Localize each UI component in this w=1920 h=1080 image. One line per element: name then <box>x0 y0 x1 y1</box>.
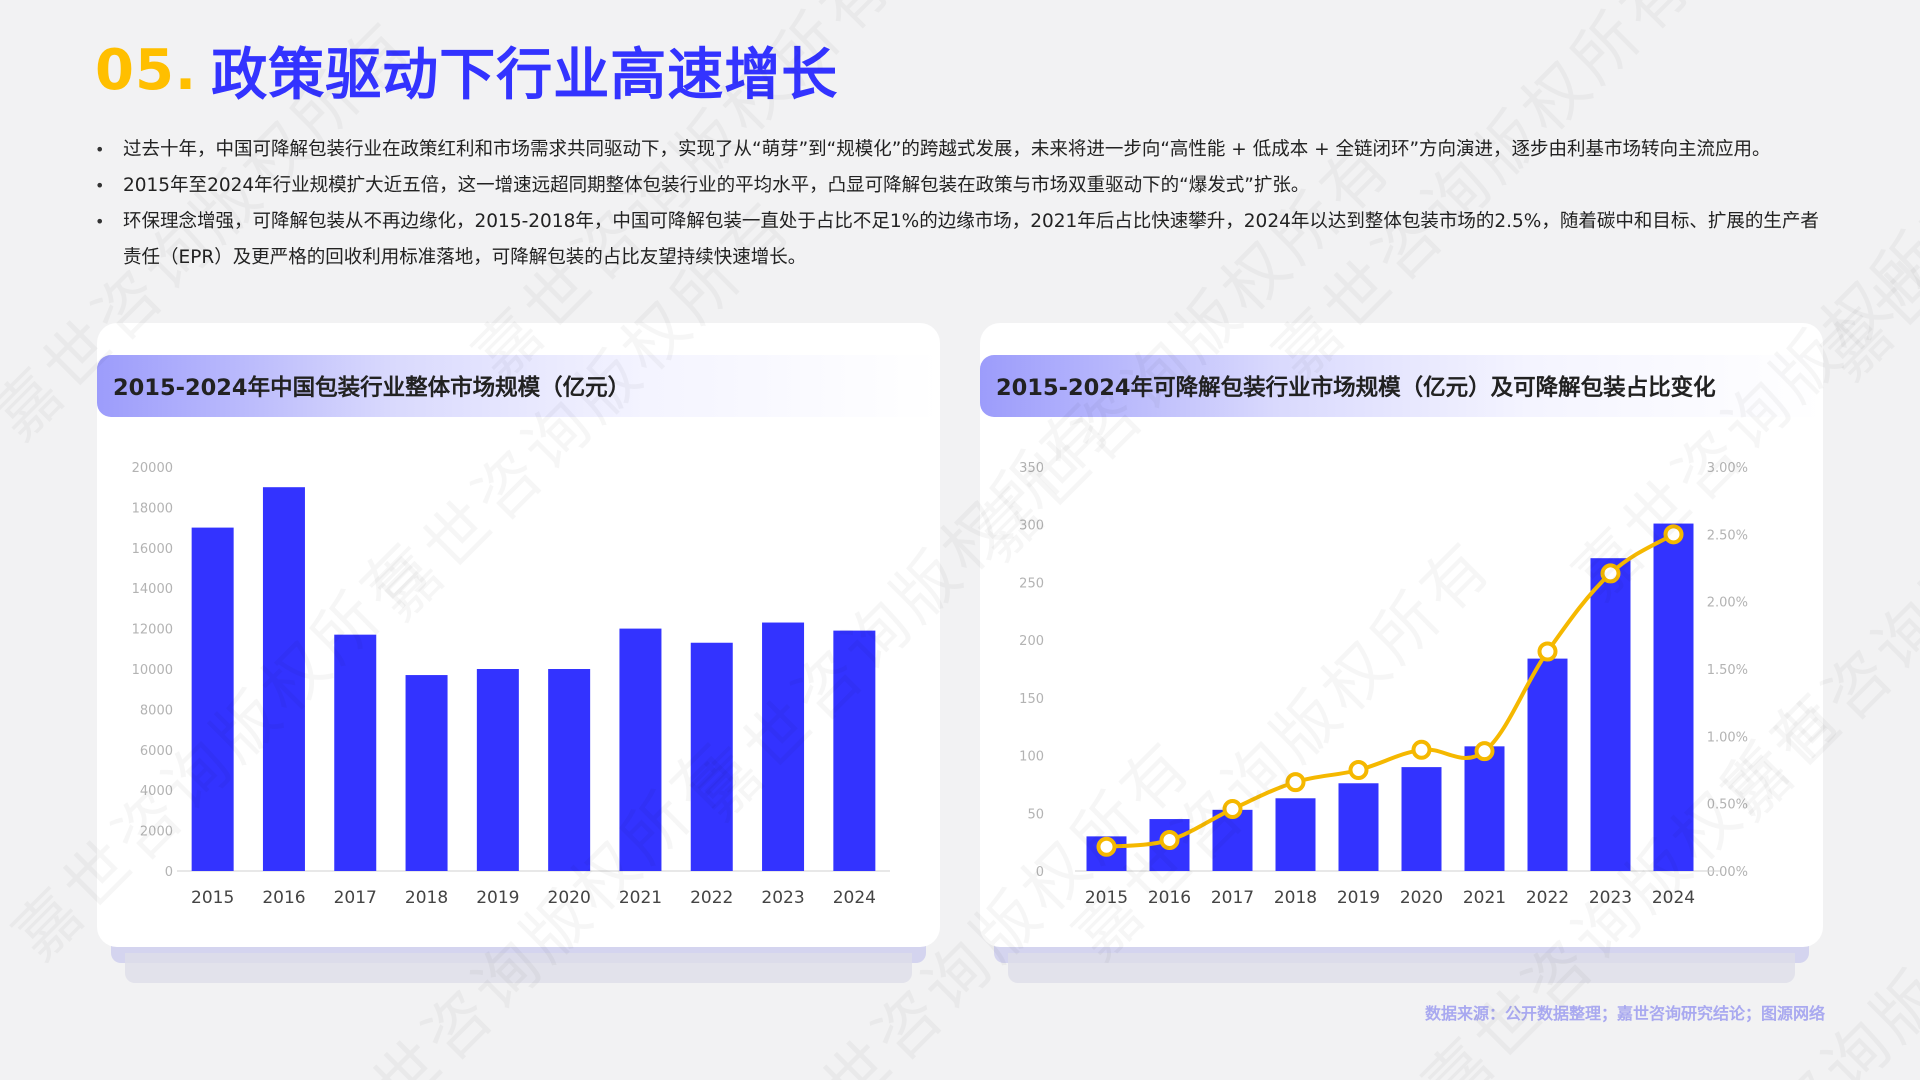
y-tick-label: 2000 <box>140 825 173 840</box>
x-tick-label: 2017 <box>334 888 377 908</box>
bullet-item: 环保理念增强，可降解包装从不再边缘化，2015-2018年，中国可降解包装一直处… <box>95 204 1825 276</box>
line-marker <box>1348 760 1369 780</box>
x-tick-label: 2016 <box>1148 888 1191 908</box>
chart-title: 2015-2024年中国包装行业整体市场规模（亿元） <box>97 355 940 417</box>
x-tick-label: 2019 <box>476 888 519 908</box>
y-tick-label: 12000 <box>132 623 173 638</box>
line-marker <box>1600 563 1621 584</box>
x-tick-label: 2015 <box>1085 888 1128 908</box>
y-left-tick-label: 200 <box>1019 634 1044 649</box>
y-right-tick-label: 0.00% <box>1707 865 1748 880</box>
bar <box>1653 523 1694 871</box>
x-tick-label: 2022 <box>690 888 733 908</box>
y-tick-label: 10000 <box>132 663 173 678</box>
y-right-tick-label: 2.50% <box>1707 528 1748 543</box>
bar <box>405 675 448 871</box>
y-tick-label: 18000 <box>132 501 173 516</box>
chart-title: 2015-2024年可降解包装行业市场规模（亿元）及可降解包装占比变化 <box>980 355 1823 417</box>
x-tick-label: 2015 <box>191 888 234 908</box>
data-source-note: 数据来源：公开数据整理；嘉世咨询研究结论；图源网络 <box>1424 1004 1825 1023</box>
share-line <box>1106 532 1675 849</box>
line-marker <box>1285 772 1306 793</box>
bar <box>762 622 805 871</box>
bar <box>1275 798 1316 871</box>
y-right-tick-label: 2.00% <box>1707 596 1748 611</box>
x-tick-label: 2019 <box>1337 888 1380 908</box>
bar <box>1464 746 1505 871</box>
x-tick-label: 2024 <box>1652 888 1695 908</box>
bar <box>1401 767 1442 871</box>
line-marker <box>1537 641 1558 662</box>
y-left-tick-label: 50 <box>1027 807 1044 822</box>
bullet-item: 2015年至2024年行业规模扩大近五倍，这一增速远超同期整体包装行业的平均水平… <box>95 168 1825 204</box>
bar <box>262 487 305 871</box>
bar <box>833 630 876 871</box>
x-tick-label: 2016 <box>262 888 305 908</box>
chart-card: 2015-2024年可降解包装行业市场规模（亿元）及可降解包装占比变化 0 50 1… <box>980 323 1823 947</box>
chart-card: 2015-2024年中国包装行业整体市场规模（亿元） 0 2000 4000 6000… <box>97 323 940 947</box>
card-shadow <box>125 953 912 983</box>
line-marker <box>1222 799 1243 820</box>
line-marker <box>1159 830 1180 851</box>
y-tick-label: 14000 <box>132 582 173 597</box>
x-tick-label: 2021 <box>619 888 662 908</box>
x-tick-label: 2017 <box>1211 888 1254 908</box>
y-right-tick-label: 1.50% <box>1707 663 1748 678</box>
y-left-tick-label: 0 <box>1036 865 1044 880</box>
bullet-item: 过去十年，中国可降解包装行业在政策红利和市场需求共同驱动下，实现了从“萌芽”到“… <box>95 132 1825 168</box>
bar <box>1212 809 1253 871</box>
section-title: 政策驱动下行业高速增长 <box>211 42 839 108</box>
chart-card-degradable-market: 2015-2024年可降解包装行业市场规模（亿元）及可降解包装占比变化 0 50 1… <box>980 323 1823 1023</box>
combo-chart-degradable-market: 0 50 100 150 200 250 300 350 0.00% 0.50% 1.00% 1.50… <box>1019 461 1748 908</box>
line-marker <box>1663 524 1684 545</box>
bar <box>476 669 519 871</box>
x-tick-label: 2023 <box>761 888 804 908</box>
chart-card-total-market: 2015-2024年中国包装行业整体市场规模（亿元） 0 2000 4000 6000… <box>97 323 940 1023</box>
bar-chart-total-market: 0 2000 4000 6000 8000 10000 12000 14000 16000 180… <box>132 461 890 908</box>
bar <box>690 642 733 871</box>
y-tick-label: 20000 <box>132 461 173 476</box>
section-number: 05. <box>95 37 198 103</box>
x-tick-label: 2018 <box>405 888 448 908</box>
x-tick-label: 2023 <box>1589 888 1632 908</box>
bar <box>548 669 591 871</box>
line-marker <box>1096 836 1117 857</box>
y-tick-label: 0 <box>165 865 173 880</box>
y-right-tick-label: 0.50% <box>1707 798 1748 813</box>
card-shadow <box>1008 953 1795 983</box>
bar <box>1590 558 1631 871</box>
y-left-tick-label: 150 <box>1019 692 1044 707</box>
bar <box>1527 658 1568 871</box>
bar <box>1338 783 1379 871</box>
y-tick-label: 8000 <box>140 703 173 718</box>
x-tick-label: 2024 <box>833 888 876 908</box>
page-title: 05. 政策驱动下行业高速增长 <box>95 30 838 110</box>
bar <box>191 527 234 871</box>
line-marker <box>1474 741 1495 762</box>
x-tick-label: 2020 <box>548 888 591 908</box>
y-tick-label: 6000 <box>140 744 173 759</box>
x-tick-label: 2022 <box>1526 888 1569 908</box>
y-left-tick-label: 100 <box>1019 750 1044 765</box>
y-tick-label: 4000 <box>140 784 173 799</box>
y-left-tick-label: 300 <box>1019 519 1044 534</box>
line-marker <box>1411 739 1432 760</box>
x-tick-label: 2021 <box>1463 888 1506 908</box>
bullet-list: 过去十年，中国可降解包装行业在政策红利和市场需求共同驱动下，实现了从“萌芽”到“… <box>95 132 1825 276</box>
bar <box>619 628 662 871</box>
y-left-tick-label: 350 <box>1019 461 1044 476</box>
y-right-tick-label: 1.00% <box>1707 730 1748 745</box>
y-right-tick-label: 3.00% <box>1707 461 1748 476</box>
y-tick-label: 16000 <box>132 542 173 557</box>
x-tick-label: 2020 <box>1400 888 1443 908</box>
bar <box>334 634 377 871</box>
y-left-tick-label: 250 <box>1019 576 1044 591</box>
x-tick-label: 2018 <box>1274 888 1317 908</box>
